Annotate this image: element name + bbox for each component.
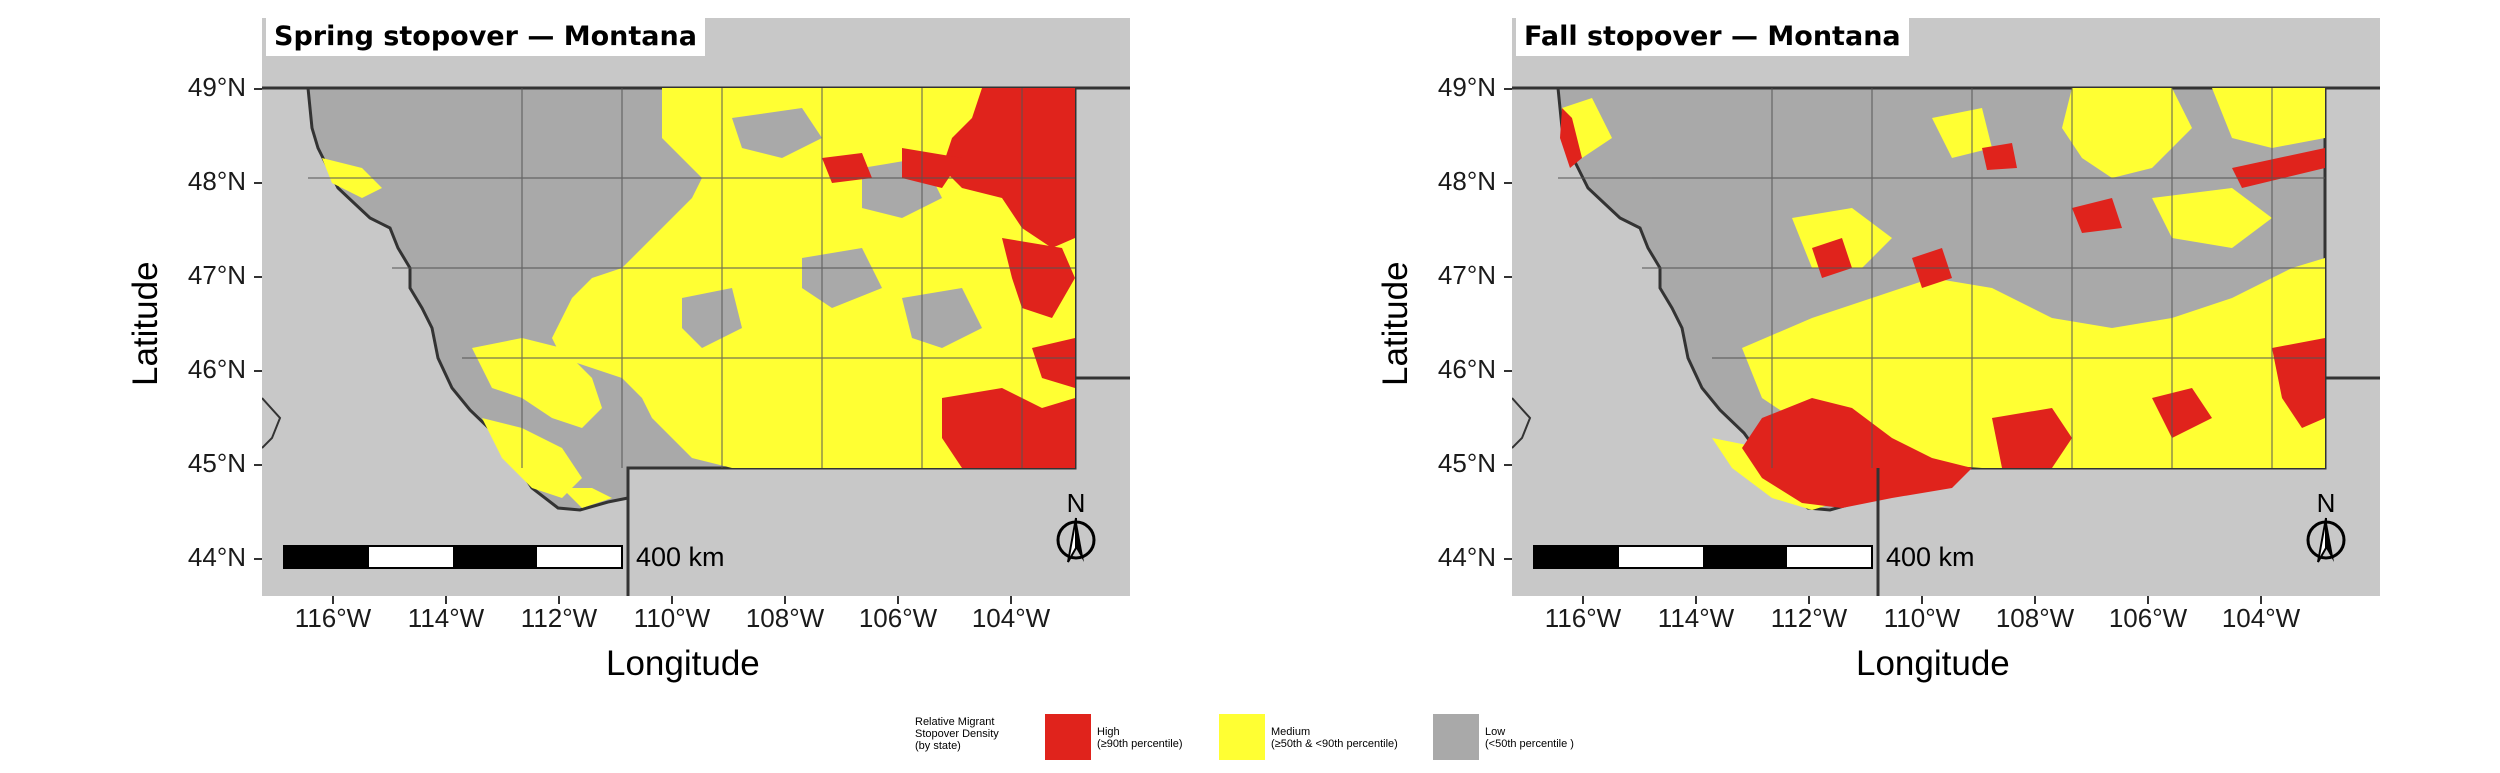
y-tick bbox=[254, 276, 262, 278]
spring-map[interactable] bbox=[262, 18, 1130, 596]
x-tick-label: 106°W bbox=[2108, 603, 2188, 633]
scale-label: 400 km bbox=[1886, 542, 1975, 572]
y-tick bbox=[254, 182, 262, 184]
x-tick-label: 114°W bbox=[1657, 603, 1735, 633]
legend-swatch-high bbox=[1045, 714, 1091, 760]
spring-panel: Spring stopover — Montana 49°N 48°N 47°N… bbox=[126, 18, 1130, 683]
y-tick bbox=[1504, 182, 1512, 184]
x-tick-label: 108°W bbox=[1995, 603, 2075, 633]
legend-title-line: (by state) bbox=[915, 740, 961, 752]
y-tick bbox=[1504, 464, 1512, 466]
y-axis-title: Latitude bbox=[1376, 261, 1415, 386]
x-tick bbox=[2147, 596, 2149, 604]
legend-title-line: Stopover Density bbox=[915, 728, 999, 740]
x-tick bbox=[1695, 596, 1697, 604]
y-tick-label: 49°N bbox=[187, 72, 246, 102]
y-axis-title: Latitude bbox=[126, 261, 165, 386]
x-tick bbox=[1808, 596, 1810, 604]
x-tick bbox=[1582, 596, 1584, 604]
spring-title: Spring stopover — Montana bbox=[266, 18, 705, 56]
x-tick bbox=[445, 596, 447, 604]
legend-swatch-low bbox=[1433, 714, 1479, 760]
x-tick-label: 110°W bbox=[1883, 603, 1961, 633]
x-tick bbox=[784, 596, 786, 604]
y-tick-label: 44°N bbox=[187, 542, 246, 572]
x-tick bbox=[558, 596, 560, 604]
fall-panel: Fall stopover — Montana 49°N 48°N 47°N 4… bbox=[1250, 0, 2500, 773]
y-tick bbox=[254, 464, 262, 466]
scale-bar bbox=[1533, 545, 1873, 569]
y-tick bbox=[1504, 88, 1512, 90]
y-tick bbox=[1504, 276, 1512, 278]
x-tick-label: 114°W bbox=[407, 603, 485, 633]
y-tick-label: 46°N bbox=[1437, 354, 1496, 384]
scale-bar bbox=[283, 545, 623, 569]
north-arrow-icon: N bbox=[1056, 488, 1096, 563]
x-tick bbox=[1921, 596, 1923, 604]
scale-label: 400 km bbox=[636, 542, 725, 572]
x-tick bbox=[1010, 596, 1012, 604]
north-label: N bbox=[2317, 488, 2336, 518]
legend-sub-medium: (≥50th & <90th percentile) bbox=[1271, 738, 1398, 750]
y-tick-label: 46°N bbox=[187, 354, 246, 384]
x-tick bbox=[332, 596, 334, 604]
y-tick-label: 48°N bbox=[1437, 166, 1496, 196]
x-tick bbox=[2260, 596, 2262, 604]
fall-map-svg bbox=[1512, 86, 2380, 596]
legend-title-line: Relative Migrant bbox=[915, 716, 995, 728]
y-tick bbox=[1504, 558, 1512, 560]
legend-label-medium: Medium bbox=[1271, 726, 1311, 738]
legend-label-low: Low bbox=[1485, 726, 1506, 738]
x-tick-label: 104°W bbox=[2221, 603, 2301, 633]
y-tick-label: 45°N bbox=[1437, 448, 1496, 478]
y-tick bbox=[254, 370, 262, 372]
legend-swatch-medium bbox=[1219, 714, 1265, 760]
fall-map[interactable] bbox=[1512, 18, 2380, 596]
y-tick bbox=[254, 88, 262, 90]
x-tick-label: 112°W bbox=[520, 603, 598, 633]
x-tick bbox=[671, 596, 673, 604]
y-tick-label: 47°N bbox=[1437, 260, 1496, 290]
x-tick-label: 108°W bbox=[745, 603, 825, 633]
x-tick-label: 110°W bbox=[633, 603, 711, 633]
x-tick-label: 116°W bbox=[1544, 603, 1622, 633]
legend-label-high: High bbox=[1097, 726, 1120, 738]
x-axis-title: Longitude bbox=[1856, 644, 2010, 683]
y-tick bbox=[254, 558, 262, 560]
spring-map-svg bbox=[262, 86, 1130, 596]
y-tick-label: 44°N bbox=[1437, 542, 1496, 572]
y-tick-label: 45°N bbox=[187, 448, 246, 478]
x-tick-label: 104°W bbox=[971, 603, 1051, 633]
x-tick-label: 112°W bbox=[1770, 603, 1848, 633]
legend-sub-high: (≥90th percentile) bbox=[1097, 738, 1183, 750]
x-axis-title: Longitude bbox=[606, 644, 760, 683]
fall-title: Fall stopover — Montana bbox=[1516, 18, 1909, 56]
x-tick-label: 116°W bbox=[294, 603, 372, 633]
x-tick-label: 106°W bbox=[858, 603, 938, 633]
x-tick bbox=[897, 596, 899, 604]
north-label: N bbox=[1067, 488, 1086, 518]
legend-sub-low: (<50th percentile ) bbox=[1485, 738, 1574, 750]
y-tick-label: 48°N bbox=[187, 166, 246, 196]
y-tick bbox=[1504, 370, 1512, 372]
y-tick-label: 47°N bbox=[187, 260, 246, 290]
y-tick-label: 49°N bbox=[1437, 72, 1496, 102]
x-tick bbox=[2034, 596, 2036, 604]
north-arrow-icon: N bbox=[2306, 488, 2346, 563]
